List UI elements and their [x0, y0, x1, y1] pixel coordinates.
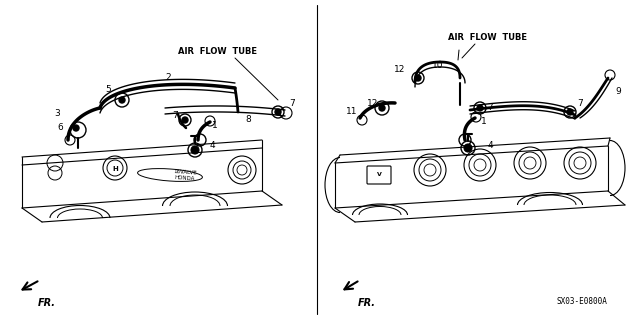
Text: 8: 8: [245, 115, 251, 124]
Text: 7: 7: [172, 110, 178, 120]
Circle shape: [415, 75, 421, 81]
Circle shape: [191, 146, 199, 154]
Circle shape: [567, 109, 573, 115]
Circle shape: [477, 105, 483, 111]
Circle shape: [464, 144, 472, 152]
Text: 6: 6: [57, 122, 63, 131]
Text: 16VALVE: 16VALVE: [173, 169, 197, 175]
Text: 7: 7: [289, 99, 295, 108]
Text: 3: 3: [54, 108, 60, 117]
Circle shape: [275, 109, 281, 115]
Text: FR.: FR.: [38, 298, 56, 308]
Circle shape: [119, 97, 125, 103]
Text: 11: 11: [346, 108, 358, 116]
Text: AIR  FLOW  TUBE: AIR FLOW TUBE: [449, 33, 527, 42]
Text: 4: 4: [487, 142, 493, 151]
Text: AIR  FLOW  TUBE: AIR FLOW TUBE: [179, 48, 257, 56]
Circle shape: [73, 125, 79, 131]
Text: 1: 1: [212, 122, 218, 130]
Text: 1: 1: [481, 117, 487, 127]
Text: V: V: [376, 173, 381, 177]
Circle shape: [182, 117, 188, 123]
Text: 12: 12: [394, 65, 406, 75]
FancyBboxPatch shape: [367, 166, 391, 184]
Text: FR.: FR.: [358, 298, 376, 308]
Text: 2: 2: [165, 73, 171, 83]
Text: SX03-E0800A: SX03-E0800A: [557, 298, 607, 307]
Circle shape: [379, 105, 385, 111]
Text: 12: 12: [367, 99, 379, 108]
Text: 7: 7: [487, 102, 493, 112]
Text: 4: 4: [209, 142, 215, 151]
Text: HONDA: HONDA: [175, 175, 195, 181]
Text: 7: 7: [577, 100, 583, 108]
Text: H: H: [112, 166, 118, 172]
Text: 5: 5: [105, 85, 111, 94]
Text: 10: 10: [432, 62, 444, 70]
Text: 9: 9: [615, 87, 621, 97]
